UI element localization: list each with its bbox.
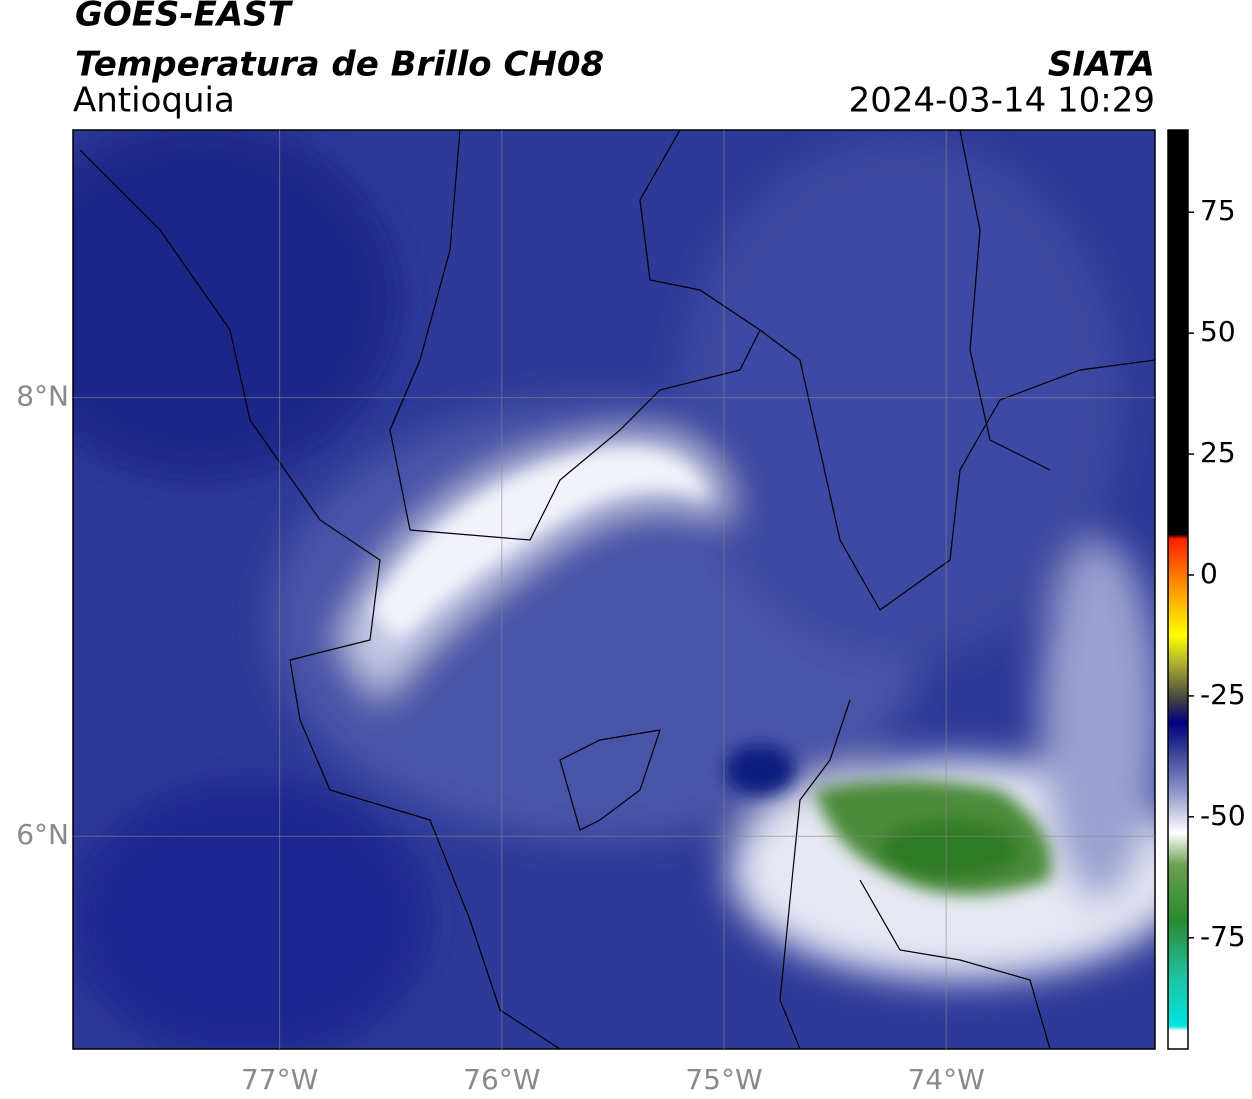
subtitle: Temperatura de Brillo CH08 (75, 45, 604, 85)
title: GOES-EAST (75, 0, 294, 35)
lon-tick-label: 77°W (241, 1063, 318, 1096)
lat-tick-label: 8°N (16, 380, 69, 413)
lat-tick-label: 6°N (16, 818, 69, 851)
lon-tick-label: 74°W (907, 1063, 984, 1096)
datetime: 2024-03-14 10:29 (849, 81, 1155, 121)
colorbar (1167, 129, 1189, 1050)
map-image (73, 130, 1155, 1049)
lon-tick-label: 76°W (463, 1063, 540, 1096)
colorbar-tick-label: -50 (1200, 799, 1246, 832)
lon-tick-label: 75°W (685, 1063, 762, 1096)
colorbar-tick-label: -75 (1200, 920, 1246, 953)
source: SIATA (1048, 45, 1155, 85)
region: Antioquia (73, 81, 235, 121)
colorbar-tick-label: 0 (1200, 557, 1218, 590)
colorbar-tick-label: 50 (1200, 315, 1236, 348)
colorbar-tick-label: 75 (1200, 194, 1236, 227)
colorbar-tick-label: -25 (1200, 678, 1246, 711)
map-frame (72, 129, 1156, 1050)
colorbar-tick-label: 25 (1200, 436, 1236, 469)
